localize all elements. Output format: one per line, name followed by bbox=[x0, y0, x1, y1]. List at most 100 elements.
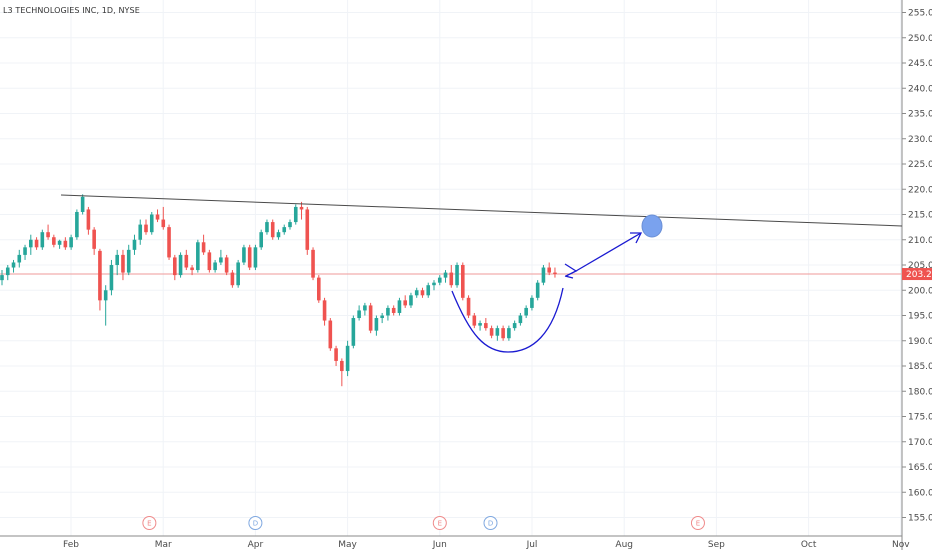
chart-grid bbox=[0, 0, 902, 536]
candle bbox=[299, 201, 304, 220]
candle bbox=[328, 318, 333, 351]
user-drawings[interactable] bbox=[60, 194, 903, 353]
candle-body bbox=[219, 257, 223, 263]
candle bbox=[541, 265, 546, 286]
candle bbox=[282, 224, 287, 235]
candle bbox=[420, 287, 425, 298]
candle-body bbox=[86, 209, 91, 230]
candle bbox=[23, 244, 27, 260]
candle bbox=[547, 262, 551, 276]
candle bbox=[132, 234, 137, 255]
forecast-arrow-head[interactable] bbox=[630, 232, 643, 244]
x-tick-label: Jun bbox=[432, 540, 447, 550]
candle-body bbox=[472, 315, 477, 326]
candle-body bbox=[253, 247, 258, 268]
candle bbox=[414, 287, 419, 298]
candle bbox=[17, 249, 22, 268]
candle-body bbox=[443, 272, 448, 278]
candle-body bbox=[495, 328, 500, 336]
candle bbox=[466, 295, 471, 319]
candle-body bbox=[403, 300, 407, 306]
candle bbox=[345, 340, 350, 377]
x-tick-label: Mar bbox=[155, 540, 172, 550]
candle bbox=[432, 280, 436, 291]
candle-body bbox=[46, 232, 50, 238]
candle bbox=[75, 209, 79, 240]
candle bbox=[92, 227, 96, 255]
candle bbox=[443, 270, 448, 283]
x-tick-label: Jul bbox=[526, 540, 538, 550]
candle bbox=[409, 292, 413, 308]
candle bbox=[530, 295, 534, 311]
resistance-trendline[interactable] bbox=[60, 194, 903, 227]
candle bbox=[0, 270, 4, 286]
y-tick-label: 240.00 bbox=[908, 84, 932, 94]
candle-body bbox=[357, 310, 361, 319]
candle-body bbox=[311, 249, 315, 278]
candle-body bbox=[69, 237, 73, 248]
y-tick-label: 225.00 bbox=[908, 160, 932, 170]
candle-body bbox=[190, 267, 194, 271]
candle bbox=[173, 254, 177, 281]
dividend-event-marker[interactable]: D bbox=[483, 516, 498, 530]
candle-body bbox=[270, 222, 275, 238]
earnings-event-marker[interactable]: E bbox=[142, 516, 157, 530]
candle-body bbox=[259, 232, 263, 248]
candle-body bbox=[115, 254, 119, 265]
candle-body bbox=[420, 290, 425, 296]
candle-body bbox=[455, 265, 459, 286]
x-tick-label: Feb bbox=[63, 540, 79, 550]
candle-body bbox=[437, 277, 442, 283]
candle-body bbox=[512, 323, 517, 329]
candle-body bbox=[80, 196, 85, 212]
candle-body bbox=[132, 239, 137, 250]
earnings-event-marker[interactable]: E bbox=[690, 516, 705, 530]
candle bbox=[380, 312, 384, 324]
forecast-arrow-line[interactable] bbox=[575, 232, 642, 272]
candle bbox=[351, 315, 356, 349]
candle bbox=[155, 209, 160, 223]
candle-body bbox=[34, 239, 39, 248]
candle bbox=[5, 265, 10, 281]
candle-body bbox=[230, 272, 235, 286]
candle-body bbox=[52, 237, 56, 245]
time-axis[interactable]: Feb Mar Apr May Jun Jul Aug Sep Oct Nov bbox=[63, 540, 910, 550]
y-tick-label: 195.00 bbox=[908, 312, 932, 322]
candle bbox=[437, 275, 442, 286]
price-axis[interactable]: 255.00 250.00 245.00 240.00 235.00 230.00 225.… bbox=[902, 9, 932, 524]
last-price-value: 203.21 bbox=[906, 270, 932, 280]
candle bbox=[340, 358, 344, 387]
candle-body bbox=[426, 285, 431, 296]
candle bbox=[184, 249, 189, 271]
candle-body bbox=[40, 232, 45, 248]
candle-body bbox=[0, 275, 4, 281]
earnings-event-marker[interactable]: E bbox=[432, 516, 447, 530]
target-circle[interactable] bbox=[641, 214, 663, 238]
candle-body bbox=[386, 307, 390, 316]
y-tick-label: 205.00 bbox=[908, 261, 932, 271]
candle bbox=[63, 237, 68, 250]
candle bbox=[103, 285, 108, 326]
candle-body bbox=[363, 305, 367, 311]
cup-curve-drawing[interactable] bbox=[451, 287, 564, 353]
handle-drawing[interactable] bbox=[564, 263, 578, 279]
candle bbox=[190, 265, 194, 276]
candle-body bbox=[305, 209, 310, 250]
candle bbox=[144, 219, 148, 235]
candle-body bbox=[368, 305, 373, 331]
dividend-event-marker[interactable]: D bbox=[248, 516, 263, 530]
event-label: E bbox=[438, 520, 442, 528]
event-badge bbox=[483, 516, 498, 530]
candle-body bbox=[530, 297, 534, 308]
last-price-badge bbox=[902, 268, 932, 281]
candle bbox=[80, 194, 85, 215]
candle-body bbox=[414, 290, 419, 296]
candlestick-series bbox=[0, 194, 557, 387]
candle-body bbox=[5, 267, 10, 276]
y-tick-label: 255.00 bbox=[908, 9, 932, 19]
candle-body bbox=[553, 272, 557, 275]
candle-body bbox=[507, 328, 511, 339]
candle bbox=[86, 206, 91, 235]
